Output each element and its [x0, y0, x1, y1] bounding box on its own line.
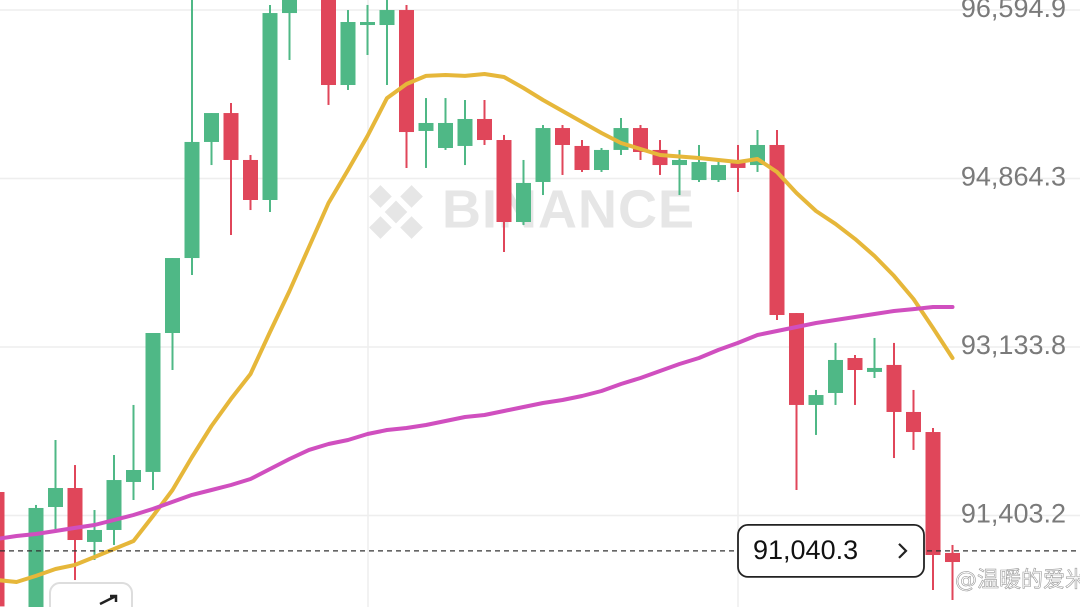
candle-body [945, 552, 960, 563]
candle-body [204, 113, 219, 142]
plot [0, 0, 960, 607]
candle-body [28, 507, 44, 607]
candle-body [867, 367, 882, 372]
candle-body [672, 159, 687, 166]
candle-body [282, 0, 297, 14]
candle-body [165, 258, 180, 334]
candle-body [789, 313, 804, 405]
y-tick-label: 93,133.8 [961, 330, 1066, 360]
candle-body [711, 165, 726, 181]
candle-body [886, 364, 902, 412]
candle-body [847, 358, 863, 371]
candle-body [574, 145, 590, 171]
candle-body [769, 144, 785, 315]
candle-body [477, 118, 492, 141]
candle-body [906, 411, 921, 433]
candle-body [535, 128, 551, 182]
candle-body [808, 395, 824, 405]
moving-average-line [0, 72, 955, 584]
candle-body [828, 359, 843, 393]
candle-body [438, 122, 453, 149]
candle-body [67, 488, 83, 541]
candle-body [418, 122, 434, 131]
candle-body [379, 10, 395, 26]
candle-body [730, 162, 746, 168]
candle-body [87, 529, 102, 542]
price-tag-label: 91,040.3 [753, 535, 858, 565]
candle-body [555, 128, 570, 145]
candle-body [340, 22, 356, 86]
toolbar-button[interactable] [49, 582, 133, 607]
current-price: 91,040.3 [0, 523, 1080, 578]
candle-body [145, 333, 161, 472]
y-tick-label: 96,594.9 [961, 0, 1066, 23]
candle-body [262, 13, 278, 200]
y-axis: 96,594.9 94,864.3 93,133.8 91,403.2 [961, 0, 1066, 529]
expand-icon [99, 594, 118, 606]
candle-body [0, 492, 5, 607]
candle-body [457, 118, 473, 146]
candle-body [243, 159, 258, 200]
source-watermark: @温暖的爱米 [955, 568, 1080, 593]
candle-body [48, 488, 63, 508]
candle-body [691, 162, 707, 181]
candle-body [496, 140, 512, 223]
y-tick-label: 94,864.3 [961, 162, 1066, 192]
chevron-icon [898, 543, 908, 559]
candle-body [126, 470, 141, 482]
watermark-text: BINANCE [442, 179, 695, 239]
price-tag [737, 523, 925, 578]
candle-body [223, 113, 239, 160]
candle-body [184, 141, 200, 259]
moving-average-line [0, 305, 955, 541]
candle-body [594, 149, 609, 171]
watermark: BINANCE [369, 179, 695, 239]
candle-body [516, 182, 531, 223]
candle-body [925, 432, 941, 556]
candle-body [360, 22, 375, 26]
candle-body [399, 10, 414, 133]
candle-body [321, 0, 336, 86]
y-tick-label: 91,403.2 [961, 499, 1066, 529]
